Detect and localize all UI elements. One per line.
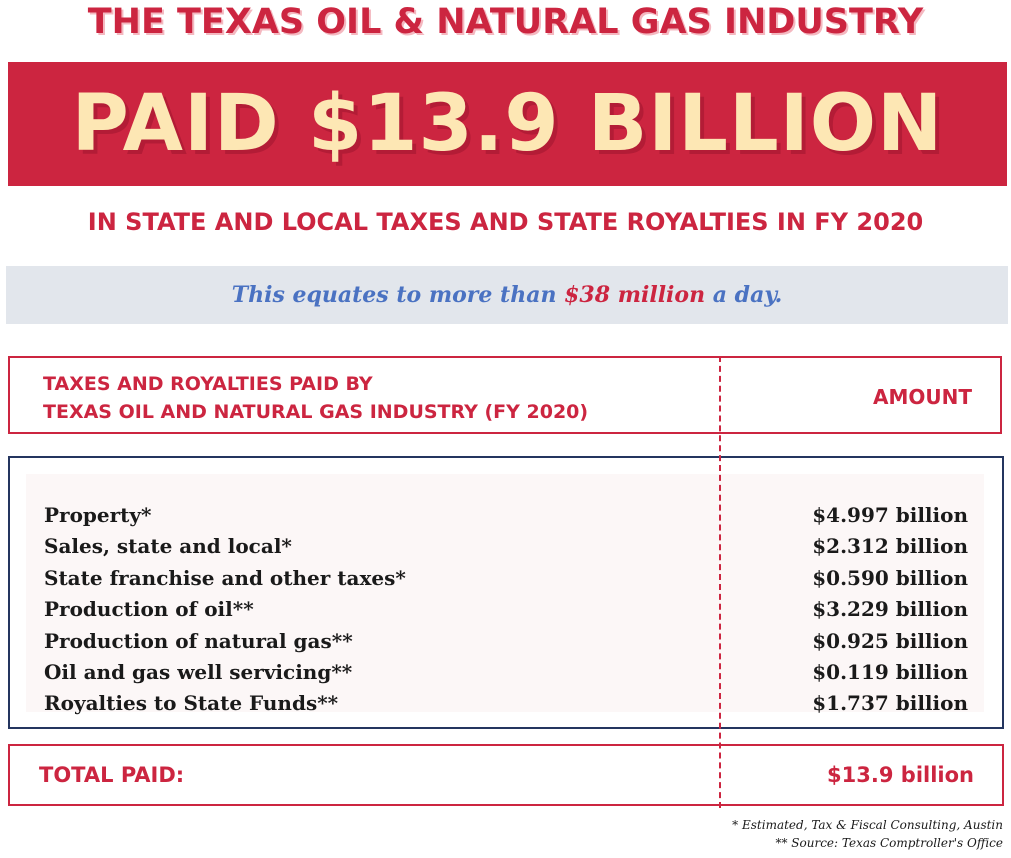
- total-value: $13.9 billion: [827, 763, 974, 787]
- row-amount: $0.590 billion: [812, 566, 968, 590]
- row-label: Production of oil**: [44, 597, 254, 621]
- row-amount: $4.997 billion: [812, 503, 968, 527]
- table-body-box: Property* $4.997 billion Sales, state an…: [8, 456, 1004, 729]
- row-amount: $3.229 billion: [812, 597, 968, 621]
- row-label: Royalties to State Funds**: [44, 691, 339, 715]
- equates-highlight: $38 million: [564, 282, 706, 308]
- table-row: Royalties to State Funds** $1.737 billio…: [26, 688, 984, 719]
- table-header-line-2: TEXAS OIL AND NATURAL GAS INDUSTRY (FY 2…: [43, 401, 589, 423]
- table-header-box: TAXES AND ROYALTIES PAID BY TEXAS OIL AN…: [8, 356, 1002, 434]
- row-label: Oil and gas well servicing**: [44, 660, 353, 684]
- equates-banner: This equates to more than $38 million a …: [6, 266, 1008, 324]
- equates-suffix: a day.: [712, 282, 783, 308]
- table-row: State franchise and other taxes* $0.590 …: [26, 563, 984, 594]
- headline-banner: PAID $13.9 BILLION: [8, 62, 1007, 186]
- total-label: TOTAL PAID:: [39, 763, 185, 787]
- equates-prefix: This equates to more than: [231, 282, 557, 308]
- headline-text: PAID $13.9 BILLION: [71, 79, 944, 169]
- footnotes: * Estimated, Tax & Fiscal Consulting, Au…: [732, 816, 1003, 852]
- row-amount: $2.312 billion: [812, 534, 968, 558]
- row-label: Sales, state and local*: [44, 534, 292, 558]
- table-row: Production of natural gas** $0.925 billi…: [26, 626, 984, 657]
- table-row: Sales, state and local* $2.312 billion: [26, 531, 984, 562]
- column-divider: [719, 356, 721, 808]
- table-header-line-1: TAXES AND ROYALTIES PAID BY: [43, 373, 373, 395]
- table-header-title: TAXES AND ROYALTIES PAID BY TEXAS OIL AN…: [43, 370, 703, 426]
- footnote-source: ** Source: Texas Comptroller's Office: [775, 836, 1003, 850]
- footnote-estimated: * Estimated, Tax & Fiscal Consulting, Au…: [732, 818, 1003, 832]
- row-amount: $0.925 billion: [812, 629, 968, 653]
- amount-header: AMOUNT: [872, 385, 972, 409]
- page-title: THE TEXAS OIL & NATURAL GAS INDUSTRY: [87, 2, 924, 42]
- row-label: Production of natural gas**: [44, 629, 353, 653]
- table-row: Production of oil** $3.229 billion: [26, 594, 984, 625]
- subtitle: IN STATE AND LOCAL TAXES AND STATE ROYAL…: [87, 208, 924, 236]
- table-row: Property* $4.997 billion: [26, 500, 984, 531]
- table-body: Property* $4.997 billion Sales, state an…: [26, 474, 984, 715]
- row-label: Property*: [44, 503, 152, 527]
- row-label: State franchise and other taxes*: [44, 566, 406, 590]
- row-amount: $1.737 billion: [812, 691, 968, 715]
- total-box: TOTAL PAID: $13.9 billion: [8, 744, 1004, 806]
- row-amount: $0.119 billion: [812, 660, 968, 684]
- table-row: Oil and gas well servicing** $0.119 bill…: [26, 657, 984, 688]
